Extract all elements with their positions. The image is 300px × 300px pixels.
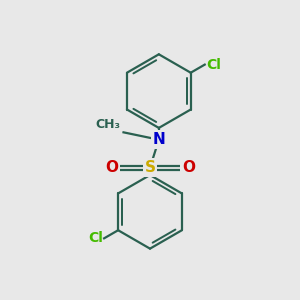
Text: O: O xyxy=(182,160,195,175)
Text: CH₃: CH₃ xyxy=(96,118,121,131)
Text: O: O xyxy=(105,160,118,175)
Text: S: S xyxy=(145,160,155,175)
Text: Cl: Cl xyxy=(88,231,103,245)
Text: N: N xyxy=(152,132,165,147)
Text: Cl: Cl xyxy=(206,58,221,72)
